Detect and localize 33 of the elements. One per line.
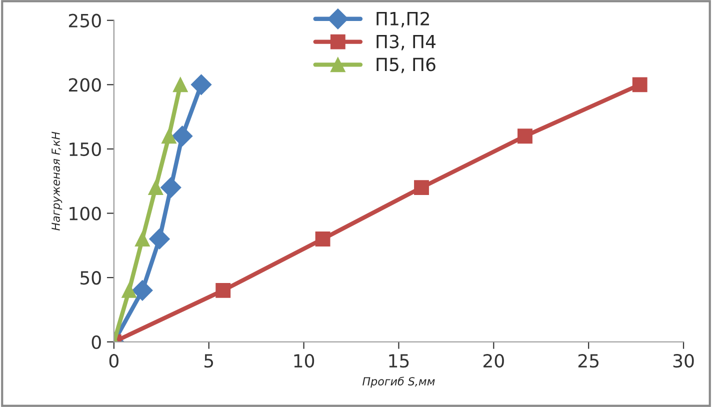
point <box>122 282 137 298</box>
y-tick-label: 200 <box>68 78 101 92</box>
x-tick-label: 0 <box>109 354 118 368</box>
point <box>162 128 176 144</box>
x-tick-label: 15 <box>389 354 409 368</box>
y-tick-label: 0 <box>92 335 101 349</box>
legend-label: П3, П4 <box>376 34 436 50</box>
x-axis-title: Прогиб S,мм <box>362 376 435 388</box>
x-tick-label: 25 <box>578 354 598 368</box>
y-tick-label: 100 <box>70 206 101 220</box>
point <box>132 280 153 301</box>
x-tick-label: 10 <box>294 354 314 368</box>
x-tick-label: 20 <box>483 354 504 368</box>
point <box>149 228 170 250</box>
point <box>518 128 532 144</box>
point <box>315 232 330 246</box>
point <box>134 232 150 246</box>
y-tick-label: 250 <box>68 14 101 28</box>
point <box>172 126 193 146</box>
point <box>160 177 182 198</box>
x-tick-label: 5 <box>204 354 214 368</box>
legend-label: П1,П2 <box>376 12 429 28</box>
legend-label: П5, П6 <box>376 58 436 74</box>
point <box>632 77 648 92</box>
point <box>414 180 429 196</box>
y-axis-title: Нагруженая F,кН <box>52 132 62 230</box>
y-tick-label: 150 <box>70 142 101 156</box>
y-tick-label: 50 <box>80 271 101 285</box>
point <box>216 282 231 298</box>
point <box>148 180 164 196</box>
point <box>190 74 212 95</box>
x-tick-label: 30 <box>673 354 694 368</box>
point <box>172 77 188 92</box>
